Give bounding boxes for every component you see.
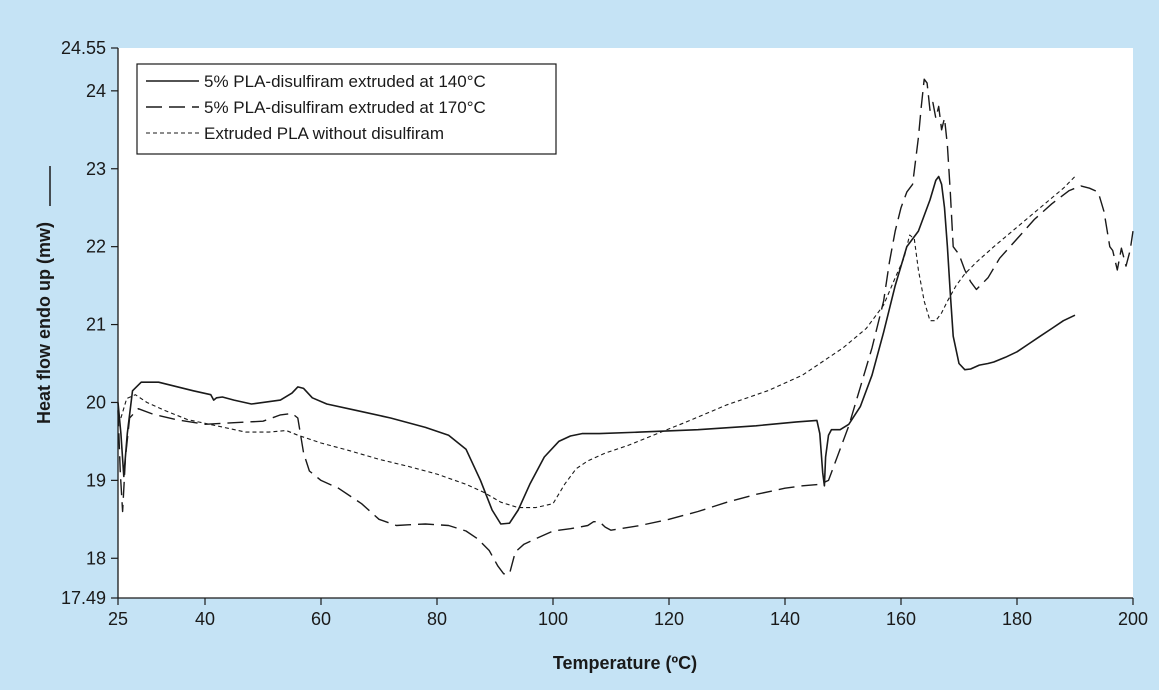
y-tick-label: 19 (86, 470, 106, 490)
x-tick-label: 60 (311, 609, 331, 629)
legend-label-2: 5% PLA-disulfiram extruded at 170°C (204, 98, 486, 117)
y-tick-label: 17.49 (61, 588, 106, 608)
x-tick-label: 140 (770, 609, 800, 629)
x-tick-label: 80 (427, 609, 447, 629)
y-tick-label: 21 (86, 315, 106, 335)
y-tick-label: 22 (86, 237, 106, 257)
legend-label-1: 5% PLA-disulfiram extruded at 140°C (204, 72, 486, 91)
legend: 5% PLA-disulfiram extruded at 140°C 5% PL… (137, 64, 556, 154)
x-tick-label: 200 (1118, 609, 1148, 629)
y-tick-label: 18 (86, 548, 106, 568)
y-tick-label: 20 (86, 392, 106, 412)
x-axis-title: Temperature (ºC) (553, 653, 697, 673)
legend-label-3: Extruded PLA without disulfiram (204, 124, 444, 143)
x-tick-label: 180 (1002, 609, 1032, 629)
y-axis-title: Heat flow endo up (mw) (34, 222, 54, 424)
x-tick-label: 160 (886, 609, 916, 629)
x-tick-label: 100 (538, 609, 568, 629)
x-tick-label: 25 (108, 609, 128, 629)
y-tick-label: 24.55 (61, 38, 106, 58)
x-tick-label: 40 (195, 609, 215, 629)
y-tick-label: 23 (86, 159, 106, 179)
y-tick-label: 24 (86, 81, 106, 101)
x-tick-label: 120 (654, 609, 684, 629)
